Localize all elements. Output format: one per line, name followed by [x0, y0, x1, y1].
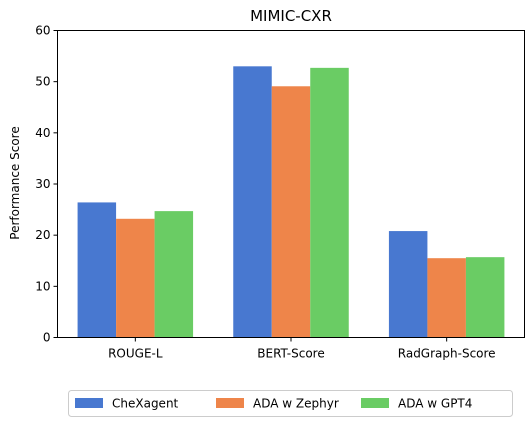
- y-tick-label: 40: [35, 126, 50, 140]
- chart-title: MIMIC-CXR: [250, 7, 332, 25]
- y-tick-label: 20: [35, 228, 50, 242]
- bar-ada-w-zephyr-radgraph-score: [427, 258, 466, 338]
- x-tick-label: BERT-Score: [257, 347, 324, 361]
- legend-label: ADA w GPT4: [398, 397, 472, 411]
- legend-label: CheXagent: [112, 397, 179, 411]
- x-tick-label: RadGraph-Score: [398, 347, 496, 361]
- y-tick-label: 10: [35, 279, 50, 293]
- legend-swatch: [75, 398, 103, 408]
- legend-swatch: [216, 398, 244, 408]
- bar-chexagent-bert-score: [233, 66, 272, 338]
- bar-ada-w-zephyr-rouge-l: [116, 218, 155, 338]
- legend-swatch: [361, 398, 389, 408]
- x-tick-label: ROUGE-L: [108, 347, 163, 361]
- bar-chexagent-rouge-l: [77, 202, 117, 338]
- bar-ada-w-gpt4-radgraph-score: [465, 257, 505, 338]
- bars-group: [77, 66, 505, 338]
- legend-box: [68, 390, 513, 417]
- bar-chexagent-radgraph-score: [388, 231, 428, 338]
- legend-label: ADA w Zephyr: [253, 397, 339, 411]
- x-axis-ticks: ROUGE-L BERT-Score RadGraph-Score: [108, 337, 496, 361]
- legend: CheXagent ADA w Zephyr ADA w GPT4: [68, 390, 513, 417]
- bar-ada-w-gpt4-bert-score: [310, 67, 349, 338]
- y-tick-label: 30: [35, 177, 50, 191]
- y-tick-label: 60: [35, 24, 50, 38]
- bar-ada-w-zephyr-bert-score: [271, 86, 311, 338]
- y-tick-label: 50: [35, 75, 50, 89]
- y-axis-ticks: 0 10 20 30 40 50 60: [35, 24, 58, 345]
- bar-ada-w-gpt4-rouge-l: [154, 211, 194, 338]
- y-axis-label: Performance Score: [8, 126, 22, 239]
- plot-frame: [57, 30, 525, 338]
- y-tick-label: 0: [43, 331, 51, 345]
